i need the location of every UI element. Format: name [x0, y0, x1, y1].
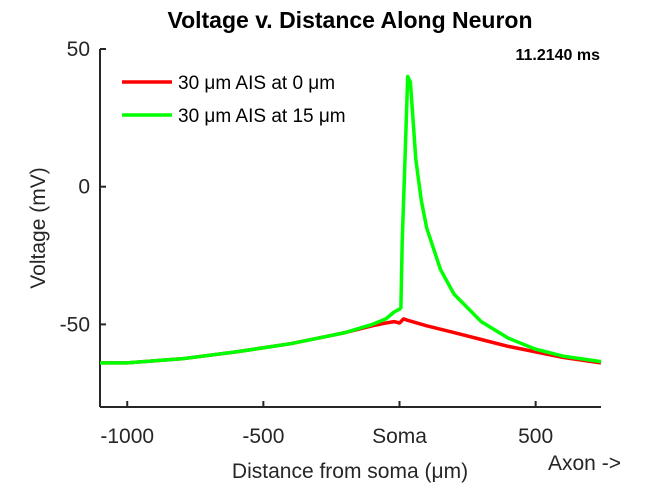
y-tick-label: -50 [60, 313, 90, 336]
legend-label: 30 μm AIS at 0 μm [178, 73, 335, 94]
chart-subtitle: 11.2140 ms [515, 47, 600, 64]
y-tick-label: 0 [78, 176, 90, 199]
annotation: Axon -> [548, 452, 621, 475]
chart-title: Voltage v. Distance Along Neuron [167, 7, 532, 33]
series-line [100, 317, 602, 365]
x-tick-label: Soma [372, 425, 427, 448]
x-tick-label: 500 [518, 425, 553, 448]
legend-label: 30 μm AIS at 15 μm [178, 106, 346, 127]
x-axis-label: Distance from soma (μm) [232, 460, 468, 483]
x-tick-label: -1000 [100, 425, 154, 448]
series-line [100, 74, 602, 365]
y-axis-label: Voltage (mV) [27, 167, 50, 288]
y-tick-label: 50 [67, 38, 90, 61]
x-tick-label: -500 [242, 425, 284, 448]
